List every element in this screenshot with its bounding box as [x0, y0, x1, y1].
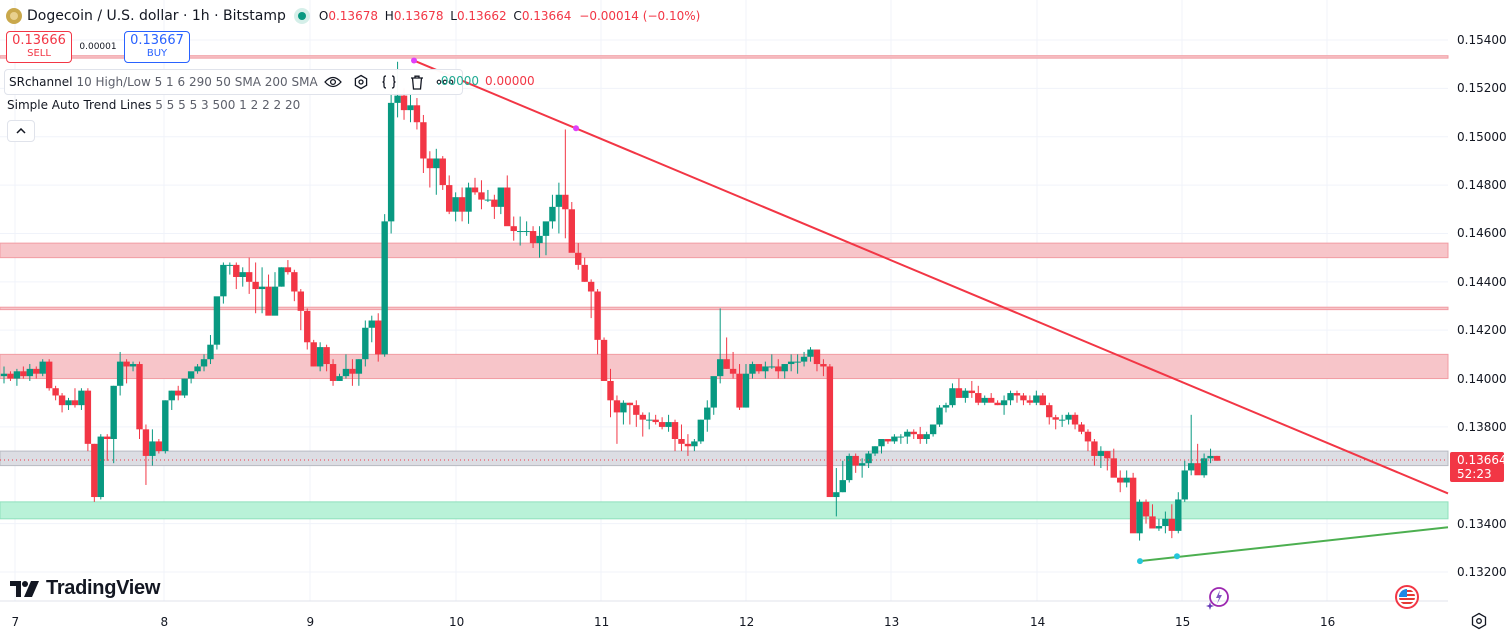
- logo-text: TradingView: [46, 577, 161, 599]
- time-axis-label: 16: [1320, 615, 1336, 629]
- trend-lines: [411, 57, 1449, 565]
- high-label: H: [384, 9, 394, 23]
- time-axis-label: 15: [1175, 615, 1191, 629]
- close-value: 0.13664: [521, 9, 572, 23]
- ohlc-values: O0.13678 H0.13678 L0.13662 C0.13664 −0.0…: [316, 9, 700, 23]
- bar-countdown: 52:23: [1457, 467, 1492, 481]
- price-axis-label: 0.15400: [1457, 33, 1507, 47]
- price-axis-label: 0.15200: [1457, 81, 1507, 96]
- srchannel-values: .00000 0.00000: [437, 74, 535, 88]
- indicator-srchannel[interactable]: SRchannel 10 High/Low 5 1 6 290 50 SMA 2…: [4, 69, 463, 95]
- trade-panel: 0.13666 SELL 0.00001 0.13667 BUY: [6, 31, 190, 63]
- price-axis-label: 0.13800: [1457, 419, 1507, 434]
- price-axis-label: 0.13400: [1457, 516, 1507, 531]
- symbol-title[interactable]: Dogecoin / U.S. dollar · 1h · Bitstamp: [27, 8, 286, 24]
- trash-icon[interactable]: [404, 72, 430, 92]
- more-icon[interactable]: [432, 72, 458, 92]
- buy-label: BUY: [146, 48, 168, 59]
- indicator-args: 5 5 5 5 3 500 1 2 2 2 20: [155, 98, 301, 112]
- price-axis-label: 0.14800: [1457, 178, 1507, 193]
- settings-icon[interactable]: [348, 72, 374, 92]
- dogecoin-icon: [6, 8, 22, 24]
- source-code-icon[interactable]: [376, 72, 402, 92]
- indicator-name: SRchannel: [9, 75, 73, 89]
- current-price: 0.13664: [1457, 453, 1507, 467]
- symbol-header: Dogecoin / U.S. dollar · 1h · Bitstamp O…: [6, 5, 700, 27]
- us-economic-event-icon[interactable]: [1395, 585, 1419, 609]
- current-price-label: 0.13664 52:23: [1450, 452, 1507, 482]
- high-value: 0.13678: [393, 9, 444, 23]
- spread-value: 0.00001: [79, 42, 117, 52]
- sell-label: SELL: [27, 48, 51, 59]
- open-value: 0.13678: [328, 9, 378, 23]
- price-axis-label: 0.14000: [1457, 371, 1507, 386]
- time-axis-label: 9: [306, 615, 315, 629]
- sr-zones: [0, 55, 1449, 520]
- price-axis-label: 0.14200: [1457, 323, 1507, 338]
- srchannel-value-red: 0.00000: [485, 74, 535, 88]
- price-axis-label: 0.13200: [1457, 565, 1507, 579]
- grid-lines: [0, 0, 1448, 601]
- indicator-args: 10 High/Low 5 1 6 290 50 SMA 200 SMA: [76, 75, 318, 89]
- time-axis-label: 11: [594, 615, 610, 629]
- price-axis-label: 0.14600: [1457, 226, 1507, 241]
- sell-button[interactable]: 0.13666 SELL: [6, 31, 72, 63]
- eye-icon[interactable]: [320, 72, 346, 92]
- time-axis-label: 7: [11, 615, 20, 629]
- time-axis-label: 12: [739, 615, 755, 629]
- time-axis-label: 8: [160, 615, 169, 629]
- indicator-simple-auto-trend-lines[interactable]: Simple Auto Trend Lines 5 5 5 5 3 500 1 …: [7, 98, 300, 112]
- tradingview-logo-icon: [10, 580, 39, 597]
- close-label: C: [513, 9, 522, 23]
- indicator-name: Simple Auto Trend Lines: [7, 98, 152, 112]
- time-axis-label: 13: [884, 615, 900, 629]
- srchannel-value-green: .00000: [437, 74, 479, 88]
- buy-price: 0.13667: [130, 33, 184, 48]
- price-change: −0.00014 (−0.10%): [579, 9, 701, 23]
- low-label: L: [450, 9, 457, 23]
- buy-button[interactable]: 0.13667 BUY: [124, 31, 190, 63]
- time-axis-label: 14: [1030, 615, 1046, 629]
- collapse-indicators-button[interactable]: [7, 120, 35, 142]
- tradingview-logo[interactable]: TradingView: [10, 577, 160, 600]
- lightning-ai-icon[interactable]: [1205, 585, 1231, 611]
- market-open-status-icon: [297, 12, 306, 20]
- open-label: O: [318, 9, 329, 23]
- candles: [0, 61, 1221, 541]
- chart-settings-icon[interactable]: [1470, 612, 1488, 630]
- chevron-up-icon: [16, 128, 26, 134]
- sell-price: 0.13666: [12, 33, 66, 48]
- time-axis-label: 10: [449, 615, 465, 629]
- low-value: 0.13662: [456, 9, 507, 23]
- price-axis-label: 0.14400: [1457, 274, 1507, 289]
- price-axis-label: 0.15000: [1457, 129, 1507, 144]
